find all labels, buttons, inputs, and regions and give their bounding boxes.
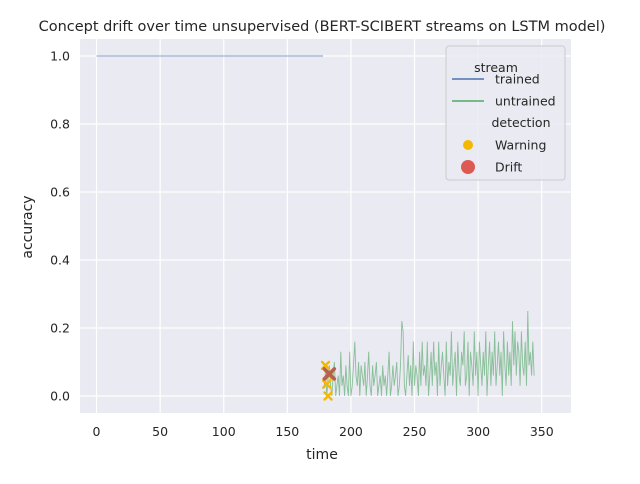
legend-label-untrained: untrained: [495, 94, 556, 109]
chart-title: Concept drift over time unsupervised (BE…: [39, 19, 606, 35]
x-tick-label: 350: [530, 424, 554, 439]
y-tick-label: 0.2: [50, 321, 70, 336]
series-line-untrained: [323, 310, 535, 397]
y-tick-label: 0.6: [50, 185, 70, 200]
warning-marker: [322, 379, 332, 389]
x-tick-label: 0: [93, 424, 101, 439]
drift-marker: [322, 367, 337, 381]
y-tick-label: 0.8: [50, 117, 70, 132]
x-tick-label: 50: [152, 424, 168, 439]
legend-label-Warning: Warning: [495, 138, 546, 153]
legend-title-detection: detection: [491, 115, 550, 130]
x-tick-label: 200: [339, 424, 363, 439]
legend-title-stream: stream: [474, 60, 518, 75]
warning-marker-glyph: [323, 391, 333, 401]
y-axis-label: accuracy: [20, 195, 36, 258]
x-tick-label: 150: [275, 424, 299, 439]
y-tick-label: 1.0: [50, 49, 70, 64]
drift-marker-glyph: [322, 367, 337, 381]
x-tick-label: 100: [212, 424, 236, 439]
y-tick-label: 0.4: [50, 253, 70, 268]
warning-marker: [323, 391, 333, 401]
legend-label-Drift: Drift: [495, 160, 522, 175]
y-tick-label: 0.0: [50, 389, 70, 404]
legend-label-trained: trained: [495, 72, 540, 87]
x-tick-label: 300: [466, 424, 490, 439]
x-axis-label: time: [306, 447, 338, 463]
legend-swatch-Warning: [463, 140, 473, 150]
legend-swatch-Drift: [461, 160, 475, 174]
warning-marker-glyph: [322, 379, 332, 389]
x-tick-label: 250: [403, 424, 427, 439]
